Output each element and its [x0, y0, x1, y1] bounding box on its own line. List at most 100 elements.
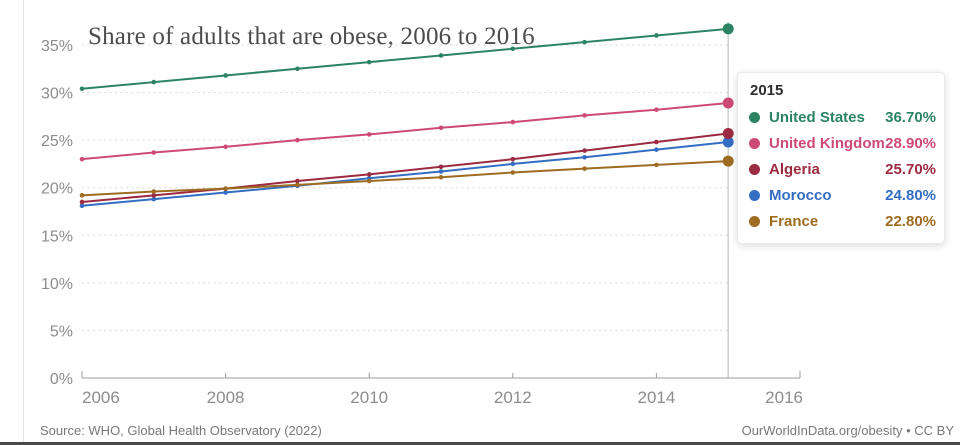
- series-point-marker: [151, 189, 157, 194]
- series-point-marker: [510, 156, 516, 162]
- series-end-dot: [722, 136, 734, 148]
- tooltip-row: France 22.80%: [749, 208, 936, 234]
- y-axis-label: 15%: [41, 228, 73, 245]
- y-axis-labels: 0% 5% 10% 15% 20% 25% 30% 35%: [41, 38, 73, 388]
- tooltip-series-value: 36.70%: [885, 108, 936, 126]
- x-axis: [81, 371, 801, 379]
- series-point-marker: [79, 193, 85, 198]
- series-france[interactable]: [79, 155, 734, 198]
- y-axis-label: 5%: [50, 323, 73, 340]
- tooltip-series-value: 28.90%: [885, 134, 936, 152]
- series-line: [81, 27, 729, 90]
- series-united-kingdom[interactable]: [79, 97, 734, 162]
- gridlines: [82, 44, 731, 331]
- series-line: [81, 132, 729, 203]
- plot-area[interactable]: 0%5%10%15%20%25%30%35%2006 2008 2010 2012 20…: [0, 0, 960, 420]
- series-point-marker: [438, 174, 444, 180]
- series-line: [81, 141, 729, 207]
- series-point-marker: [582, 148, 587, 153]
- tooltip-year: 2015: [750, 82, 784, 99]
- x-axis-label: 2010: [350, 388, 388, 407]
- series-point-marker: [366, 132, 372, 137]
- series-point-marker: [582, 39, 587, 45]
- series-point-marker: [223, 73, 228, 78]
- series-point-marker: [438, 169, 444, 174]
- series-point-marker: [295, 182, 300, 188]
- series-point-marker: [366, 178, 372, 184]
- tooltip-series-value: 22.80%: [885, 212, 936, 230]
- series-point-marker: [582, 166, 587, 171]
- series-point-marker: [510, 119, 516, 125]
- series-point-marker: [510, 161, 516, 167]
- series-point-marker: [582, 113, 587, 118]
- series-point-marker: [79, 203, 85, 209]
- x-axis-label: 2014: [637, 388, 675, 407]
- tooltip-series-label: United Kingdom: [769, 134, 885, 152]
- source-note: Source: WHO, Global Health Observatory (…: [40, 423, 322, 438]
- series-line: [81, 160, 729, 197]
- series-point-marker: [582, 154, 587, 160]
- series-point-marker: [654, 147, 659, 152]
- series-end-dot: [722, 97, 734, 109]
- series-point-marker: [223, 144, 228, 150]
- series-point-marker: [79, 86, 85, 92]
- bottom-border-line: [0, 442, 960, 445]
- series-point-marker: [295, 137, 300, 143]
- series-point-marker: [438, 125, 444, 131]
- series-color-dot: [749, 111, 760, 123]
- tooltip-series-label: Algeria: [769, 160, 820, 178]
- y-axis-label: 0%: [50, 371, 73, 388]
- chart-footer: Source: WHO, Global Health Observatory (…: [40, 423, 954, 438]
- tooltip-series-value: 25.70%: [885, 160, 936, 178]
- tooltip-series-label: France: [769, 212, 819, 230]
- series-point-marker: [510, 170, 516, 175]
- hover-tooltip: 2015 United States 36.70% United Kingdom 28…: [737, 72, 945, 244]
- series-color-dot: [749, 215, 760, 227]
- series-color-dot: [749, 189, 760, 201]
- series-point-marker: [223, 190, 228, 195]
- y-axis-label: 20%: [41, 181, 73, 198]
- series-morocco[interactable]: [79, 136, 734, 209]
- tooltip-row: Morocco 24.80%: [749, 182, 936, 208]
- y-axis-label: 25%: [41, 133, 73, 150]
- series-point-marker: [151, 193, 157, 198]
- series-point-marker: [366, 172, 372, 177]
- series-point-marker: [654, 33, 659, 38]
- series-point-marker: [79, 199, 85, 205]
- tooltip-row: United States 36.70%: [749, 104, 936, 130]
- series-point-marker: [151, 150, 157, 155]
- series-end-dot: [722, 23, 734, 35]
- credit-link[interactable]: OurWorldInData.org/obesity • CC BY: [741, 423, 954, 438]
- series-point-marker: [654, 107, 659, 112]
- tooltip-series-label: Morocco: [769, 186, 832, 204]
- series-point-marker: [151, 196, 157, 202]
- series-color-dot: [749, 163, 760, 175]
- series-point-marker: [510, 46, 516, 52]
- series-point-marker: [438, 164, 444, 170]
- y-axis-label: 30%: [41, 86, 73, 103]
- tooltip-series-value: 24.80%: [885, 186, 936, 204]
- series-end-dot: [722, 127, 734, 139]
- x-axis-label: 2008: [207, 388, 245, 407]
- tooltip-row: Algeria 25.70%: [749, 156, 936, 182]
- x-axis-label: 2006: [82, 388, 120, 407]
- chart-title: Share of adults that are obese, 2006 to …: [88, 22, 535, 50]
- series-line: [81, 102, 729, 161]
- series-point-marker: [654, 162, 659, 168]
- series-point-marker: [366, 59, 372, 65]
- y-axis-label: 10%: [41, 276, 73, 293]
- series-united-states[interactable]: [79, 23, 734, 92]
- series-end-dot: [722, 155, 734, 167]
- series-point-marker: [223, 186, 228, 191]
- left-border-line: [23, 0, 24, 442]
- series-point-marker: [151, 79, 157, 85]
- x-axis-label: 2016: [765, 388, 803, 407]
- series-point-marker: [79, 156, 85, 162]
- y-axis-label: 35%: [41, 38, 73, 55]
- tooltip-row: United Kingdom 28.90%: [749, 130, 936, 156]
- series-point-marker: [295, 178, 300, 184]
- x-axis-labels: 2006 2008 2010 2012 2014 2016: [82, 388, 803, 407]
- series-point-marker: [438, 53, 444, 58]
- x-axis-label: 2012: [494, 388, 532, 407]
